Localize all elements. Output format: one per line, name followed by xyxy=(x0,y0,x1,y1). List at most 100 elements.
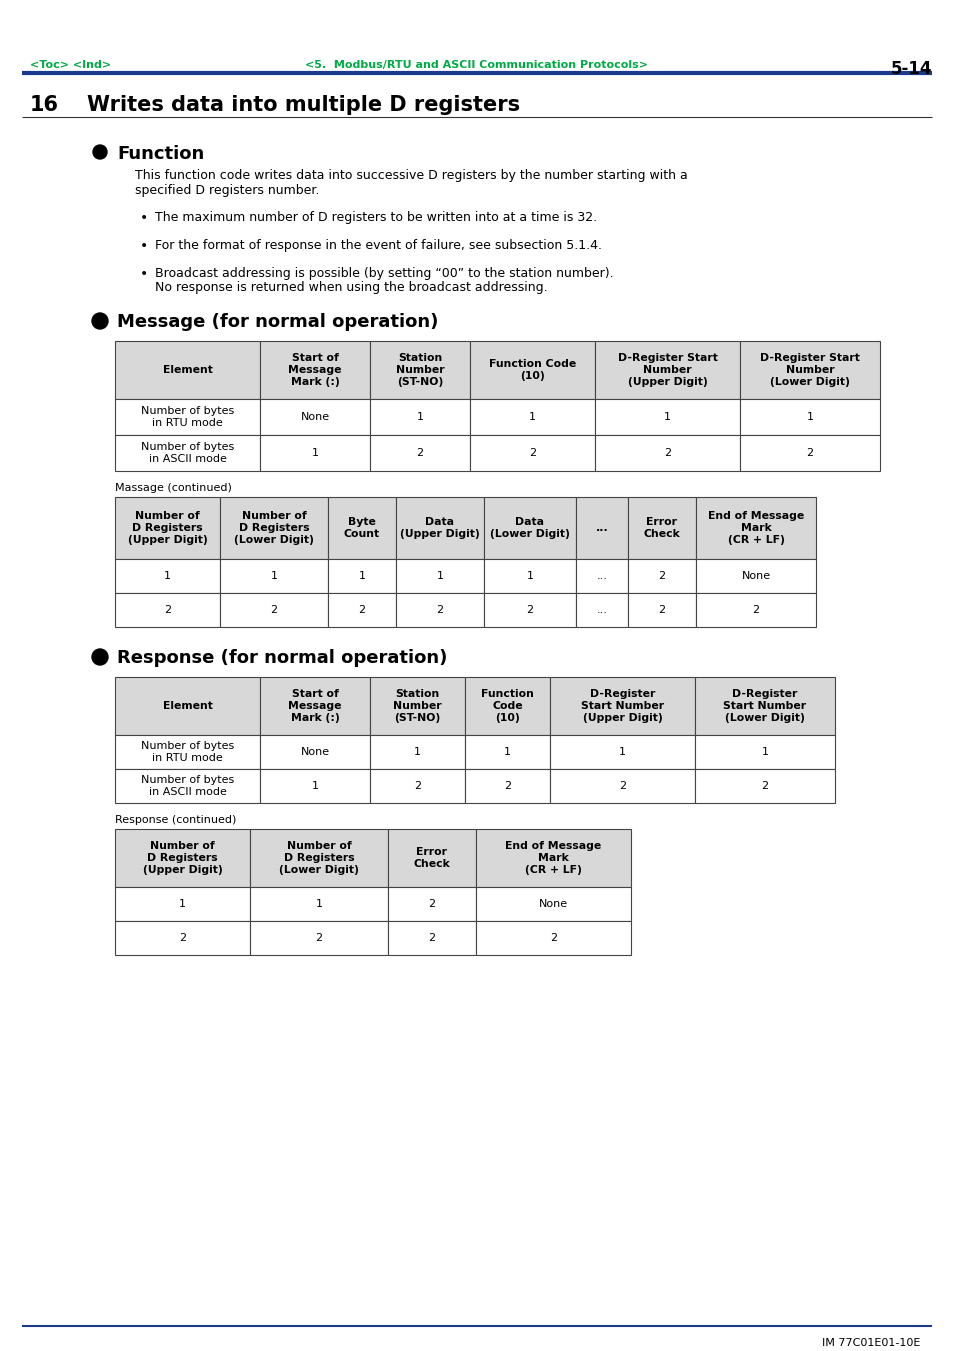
Text: 2: 2 xyxy=(805,449,813,458)
Text: No response is returned when using the broadcast addressing.: No response is returned when using the b… xyxy=(154,281,547,295)
Text: ...: ... xyxy=(596,571,607,581)
Text: Number of
D Registers
(Lower Digit): Number of D Registers (Lower Digit) xyxy=(233,512,314,544)
Text: Station
Number
(ST-NO): Station Number (ST-NO) xyxy=(395,354,444,386)
Text: 1: 1 xyxy=(179,898,186,909)
Text: Number of bytes
in ASCII mode: Number of bytes in ASCII mode xyxy=(141,442,233,463)
Text: D-Register
Start Number
(Upper Digit): D-Register Start Number (Upper Digit) xyxy=(580,689,663,723)
Bar xyxy=(370,677,464,735)
Text: 2: 2 xyxy=(436,605,443,615)
Text: 2: 2 xyxy=(549,934,557,943)
Bar xyxy=(115,593,220,627)
Bar xyxy=(250,888,388,921)
Text: 16: 16 xyxy=(30,95,59,115)
Bar xyxy=(464,735,550,769)
Text: Function
Code
(10): Function Code (10) xyxy=(480,689,534,723)
Text: Response (for normal operation): Response (for normal operation) xyxy=(117,648,447,667)
Bar xyxy=(740,399,879,435)
Bar xyxy=(695,677,834,735)
Bar xyxy=(115,677,260,735)
Text: Station
Number
(ST-NO): Station Number (ST-NO) xyxy=(393,689,441,723)
Bar xyxy=(576,593,627,627)
Text: Number of bytes
in ASCII mode: Number of bytes in ASCII mode xyxy=(141,775,233,797)
Bar xyxy=(250,830,388,888)
Bar xyxy=(595,340,740,399)
Bar xyxy=(395,559,483,593)
Text: The maximum number of D registers to be written into at a time is 32.: The maximum number of D registers to be … xyxy=(154,211,597,224)
Text: 2: 2 xyxy=(526,605,533,615)
Text: None: None xyxy=(300,412,329,422)
Bar xyxy=(740,340,879,399)
Bar xyxy=(483,497,576,559)
Text: Massage (continued): Massage (continued) xyxy=(115,484,232,493)
Text: 2: 2 xyxy=(164,605,171,615)
Text: Number of
D Registers
(Upper Digit): Number of D Registers (Upper Digit) xyxy=(128,512,207,544)
Bar xyxy=(115,340,260,399)
Bar xyxy=(627,559,696,593)
Text: Start of
Message
Mark (:): Start of Message Mark (:) xyxy=(288,354,341,386)
Bar xyxy=(695,769,834,802)
Text: None: None xyxy=(538,898,567,909)
Text: Element: Element xyxy=(162,701,213,711)
Text: Broadcast addressing is possible (by setting “00” to the station number).: Broadcast addressing is possible (by set… xyxy=(154,267,613,280)
Text: 2: 2 xyxy=(760,781,768,790)
Text: Data
(Lower Digit): Data (Lower Digit) xyxy=(490,517,569,539)
Bar xyxy=(595,399,740,435)
Text: specified D registers number.: specified D registers number. xyxy=(135,184,319,197)
Text: 2: 2 xyxy=(414,781,420,790)
Bar xyxy=(260,435,370,471)
Bar xyxy=(370,399,470,435)
Text: 2: 2 xyxy=(752,605,759,615)
Bar xyxy=(483,593,576,627)
Text: <Toc> <Ind>: <Toc> <Ind> xyxy=(30,59,111,70)
Text: 1: 1 xyxy=(436,571,443,581)
Bar xyxy=(260,340,370,399)
Text: 1: 1 xyxy=(618,747,625,757)
Text: D-Register
Start Number
(Lower Digit): D-Register Start Number (Lower Digit) xyxy=(722,689,805,723)
Circle shape xyxy=(91,313,108,330)
Bar xyxy=(470,340,595,399)
Bar xyxy=(696,559,815,593)
Text: 2: 2 xyxy=(179,934,186,943)
Text: ...: ... xyxy=(596,605,607,615)
Bar xyxy=(115,435,260,471)
Bar xyxy=(260,677,370,735)
Bar xyxy=(627,497,696,559)
Text: Response (continued): Response (continued) xyxy=(115,815,236,825)
Bar xyxy=(115,497,220,559)
Bar xyxy=(370,340,470,399)
Bar xyxy=(388,921,476,955)
Text: Function: Function xyxy=(117,145,204,163)
Text: D-Register Start
Number
(Lower Digit): D-Register Start Number (Lower Digit) xyxy=(760,354,859,386)
Bar xyxy=(250,921,388,955)
Bar xyxy=(476,888,630,921)
Text: •: • xyxy=(140,267,148,281)
Bar xyxy=(695,735,834,769)
Text: 2: 2 xyxy=(428,934,436,943)
Text: Number of bytes
in RTU mode: Number of bytes in RTU mode xyxy=(141,742,233,763)
Bar xyxy=(470,399,595,435)
Text: Number of
D Registers
(Upper Digit): Number of D Registers (Upper Digit) xyxy=(143,842,222,874)
Text: 2: 2 xyxy=(618,781,625,790)
Text: 1: 1 xyxy=(414,747,420,757)
Text: End of Message
Mark
(CR + LF): End of Message Mark (CR + LF) xyxy=(707,512,803,544)
Text: 1: 1 xyxy=(416,412,423,422)
Bar xyxy=(260,735,370,769)
Text: Number of
D Registers
(Lower Digit): Number of D Registers (Lower Digit) xyxy=(279,842,358,874)
Text: Number of bytes
in RTU mode: Number of bytes in RTU mode xyxy=(141,407,233,428)
Bar xyxy=(370,769,464,802)
Bar xyxy=(115,769,260,802)
Bar xyxy=(395,497,483,559)
Bar xyxy=(328,593,395,627)
Text: Error
Check: Error Check xyxy=(414,847,450,869)
Text: 5-14: 5-14 xyxy=(889,59,931,78)
Bar xyxy=(696,497,815,559)
Text: Message (for normal operation): Message (for normal operation) xyxy=(117,313,438,331)
Text: Error
Check: Error Check xyxy=(643,517,679,539)
Text: •: • xyxy=(140,211,148,226)
Text: 2: 2 xyxy=(428,898,436,909)
Text: 1: 1 xyxy=(271,571,277,581)
Bar xyxy=(115,921,250,955)
Bar xyxy=(220,497,328,559)
Text: Data
(Upper Digit): Data (Upper Digit) xyxy=(399,517,479,539)
Text: <5.  Modbus/RTU and ASCII Communication Protocols>: <5. Modbus/RTU and ASCII Communication P… xyxy=(305,59,648,70)
